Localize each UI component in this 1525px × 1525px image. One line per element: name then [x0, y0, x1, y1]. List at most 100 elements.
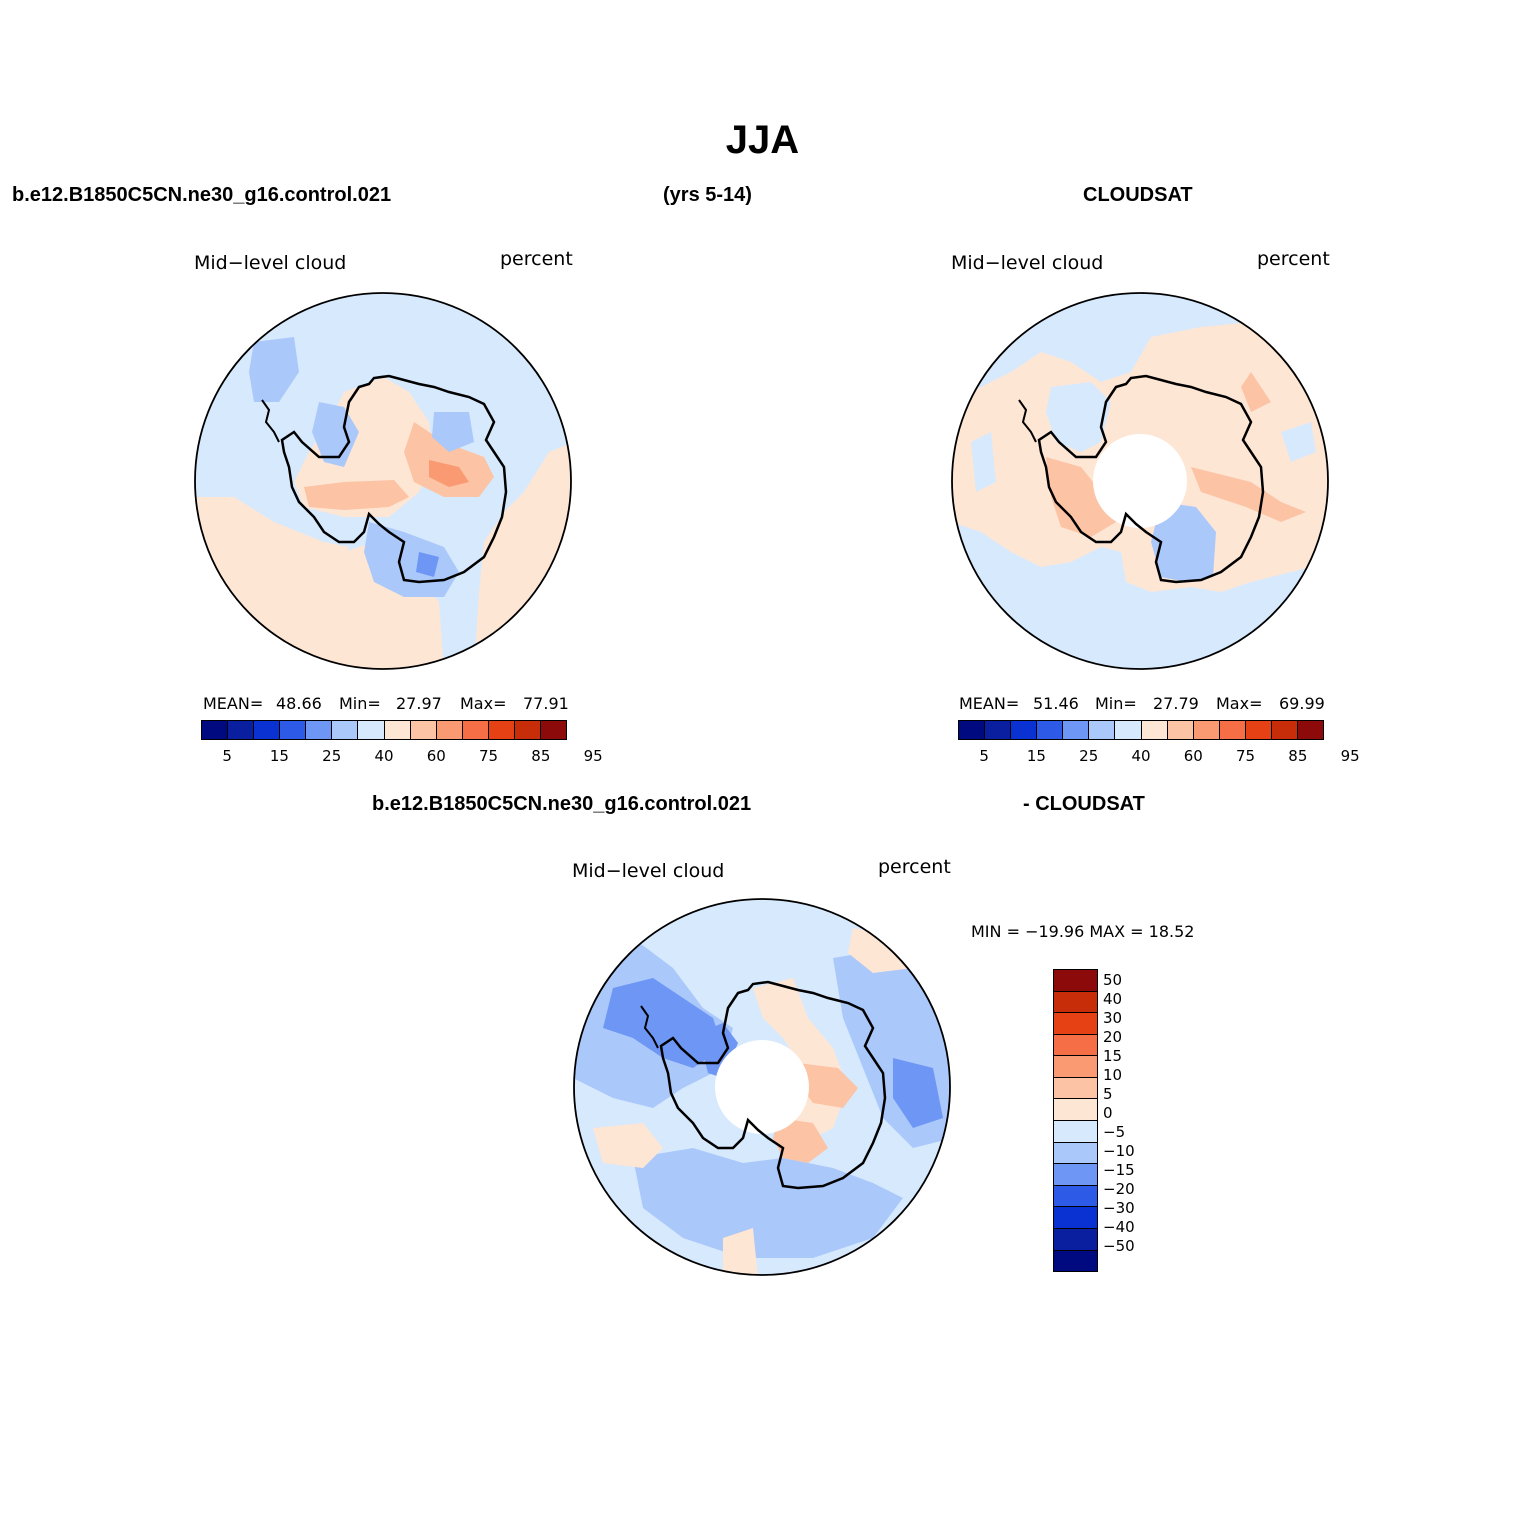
colorbar-tick-label: −10 [1103, 1142, 1135, 1160]
colorbar-tick-label: 15 [269, 747, 289, 765]
colorbar-tick-label: 5 [979, 747, 989, 765]
colorbar-cell [1054, 1013, 1097, 1035]
obs-orange-streak [1191, 467, 1306, 522]
model-mean-value: 48.66 [276, 694, 322, 713]
diff-blue-east-core [893, 1058, 943, 1128]
colorbar-cell [985, 721, 1012, 739]
colorbar-cell [1054, 1228, 1097, 1251]
model-blue-core [416, 552, 439, 577]
colorbar-tick-label: 5 [222, 747, 232, 765]
obs-orange-patch-1 [1181, 392, 1251, 467]
colorbar-cell [514, 721, 542, 739]
model-colorbar [201, 720, 567, 740]
colorbar-cell [1054, 1250, 1097, 1272]
colorbar-tick-label: 95 [583, 747, 603, 765]
obs-colorbar [958, 720, 1324, 740]
model-units-label: percent [500, 248, 573, 270]
colorbar-tick-label: 85 [531, 747, 551, 765]
model-max-value: 77.91 [523, 694, 569, 713]
colorbar-cell [1054, 1077, 1097, 1100]
colorbar-tick-label: 5 [1103, 1085, 1113, 1103]
model-orange-patch-1 [404, 422, 494, 497]
colorbar-tick-label: 50 [1103, 971, 1123, 989]
colorbar-cell [1115, 721, 1142, 739]
colorbar-tick-label: 20 [1103, 1028, 1123, 1046]
model-map-border [194, 292, 572, 670]
main-title: JJA [725, 118, 800, 162]
obs-max-value: 69.99 [1279, 694, 1325, 713]
diff-case-header: b.e12.B1850C5CN.ne30_g16.control.021 [372, 793, 752, 815]
colorbar-cell [1054, 1056, 1097, 1078]
obs-blue-south [952, 522, 1328, 669]
colorbar-cell [1011, 721, 1038, 739]
colorbar-cell [1054, 991, 1097, 1014]
colorbar-cell [306, 721, 333, 739]
years-header: (yrs 5-14) [663, 184, 752, 206]
model-min-value: 27.97 [396, 694, 442, 713]
colorbar-cell [1298, 721, 1324, 739]
diff-antarctica-outline [659, 980, 887, 1190]
colorbar-tick-label: 15 [1103, 1047, 1123, 1065]
colorbar-cell [1167, 721, 1194, 739]
model-antarctica-outline [280, 374, 508, 584]
colorbar-tick-label: 25 [1079, 747, 1099, 765]
model-min-label: Min= [339, 694, 381, 713]
colorbar-tick-label: −30 [1103, 1199, 1135, 1217]
obs-mean-value: 51.46 [1033, 694, 1079, 713]
colorbar-cell [1054, 1121, 1097, 1143]
obs-max-label: Max= [1216, 694, 1263, 713]
colorbar-cell [1037, 721, 1064, 739]
colorbar-tick-label: 60 [426, 747, 446, 765]
diff-field-label: Mid−level cloud [572, 860, 725, 882]
diff-colorbar [1053, 969, 1098, 1272]
diff-units-label: percent [878, 856, 951, 878]
colorbar-tick-label: 10 [1103, 1066, 1123, 1084]
colorbar-tick-label: 60 [1183, 747, 1203, 765]
diff-blue-west-core [603, 978, 723, 1068]
obs-peninsula-islands [1018, 399, 1037, 443]
colorbar-tick-label: −20 [1103, 1180, 1135, 1198]
colorbar-tick-label: −40 [1103, 1218, 1135, 1236]
model-orange-core-1 [429, 460, 469, 487]
obs-header: CLOUDSAT [1083, 184, 1193, 206]
obs-units-label: percent [1257, 248, 1330, 270]
obs-missing-data-hole [1093, 434, 1187, 528]
obs-blue-patch-1 [1046, 382, 1111, 452]
colorbar-tick-label: 75 [479, 747, 499, 765]
diff-orange-scattered [593, 928, 913, 1275]
model-field-label: Mid−level cloud [194, 252, 347, 274]
model-orange-patch-2 [304, 480, 409, 510]
colorbar-cell [1054, 1099, 1097, 1122]
model-orange-west [195, 497, 349, 562]
colorbar-cell [1141, 721, 1168, 739]
colorbar-tick-label: 85 [1288, 747, 1308, 765]
model-orange-interior [294, 377, 434, 517]
colorbar-tick-label: 40 [374, 747, 394, 765]
diff-peninsula-islands [640, 1005, 659, 1049]
colorbar-cell [1054, 1185, 1097, 1208]
colorbar-tick-label: 25 [322, 747, 342, 765]
colorbar-cell [1054, 1164, 1097, 1186]
colorbar-tick-label: −5 [1103, 1123, 1126, 1141]
colorbar-cell [202, 721, 229, 739]
colorbar-tick-label: 15 [1026, 747, 1046, 765]
obs-mean-label: MEAN= [959, 694, 1020, 713]
colorbar-cell [1245, 721, 1272, 739]
colorbar-tick-label: 0 [1103, 1104, 1113, 1122]
model-peninsula-islands [261, 399, 280, 443]
obs-polar-map [951, 292, 1329, 670]
left-case-header: b.e12.B1850C5CN.ne30_g16.control.021 [12, 184, 392, 206]
colorbar-tick-label: 40 [1103, 990, 1123, 1008]
colorbar-cell [436, 721, 463, 739]
model-mean-label: MEAN= [203, 694, 264, 713]
model-blue-patch-3 [249, 337, 299, 402]
obs-field-label: Mid−level cloud [951, 252, 1104, 274]
colorbar-cell [358, 721, 385, 739]
diff-minmax-label: MIN = −19.96 MAX = 18.52 [971, 922, 1195, 941]
colorbar-cell [959, 721, 986, 739]
colorbar-cell [1193, 721, 1220, 739]
colorbar-cell [488, 721, 515, 739]
colorbar-tick-label: 95 [1340, 747, 1360, 765]
colorbar-tick-label: 75 [1236, 747, 1256, 765]
diff-missing-data-hole [715, 1040, 809, 1134]
